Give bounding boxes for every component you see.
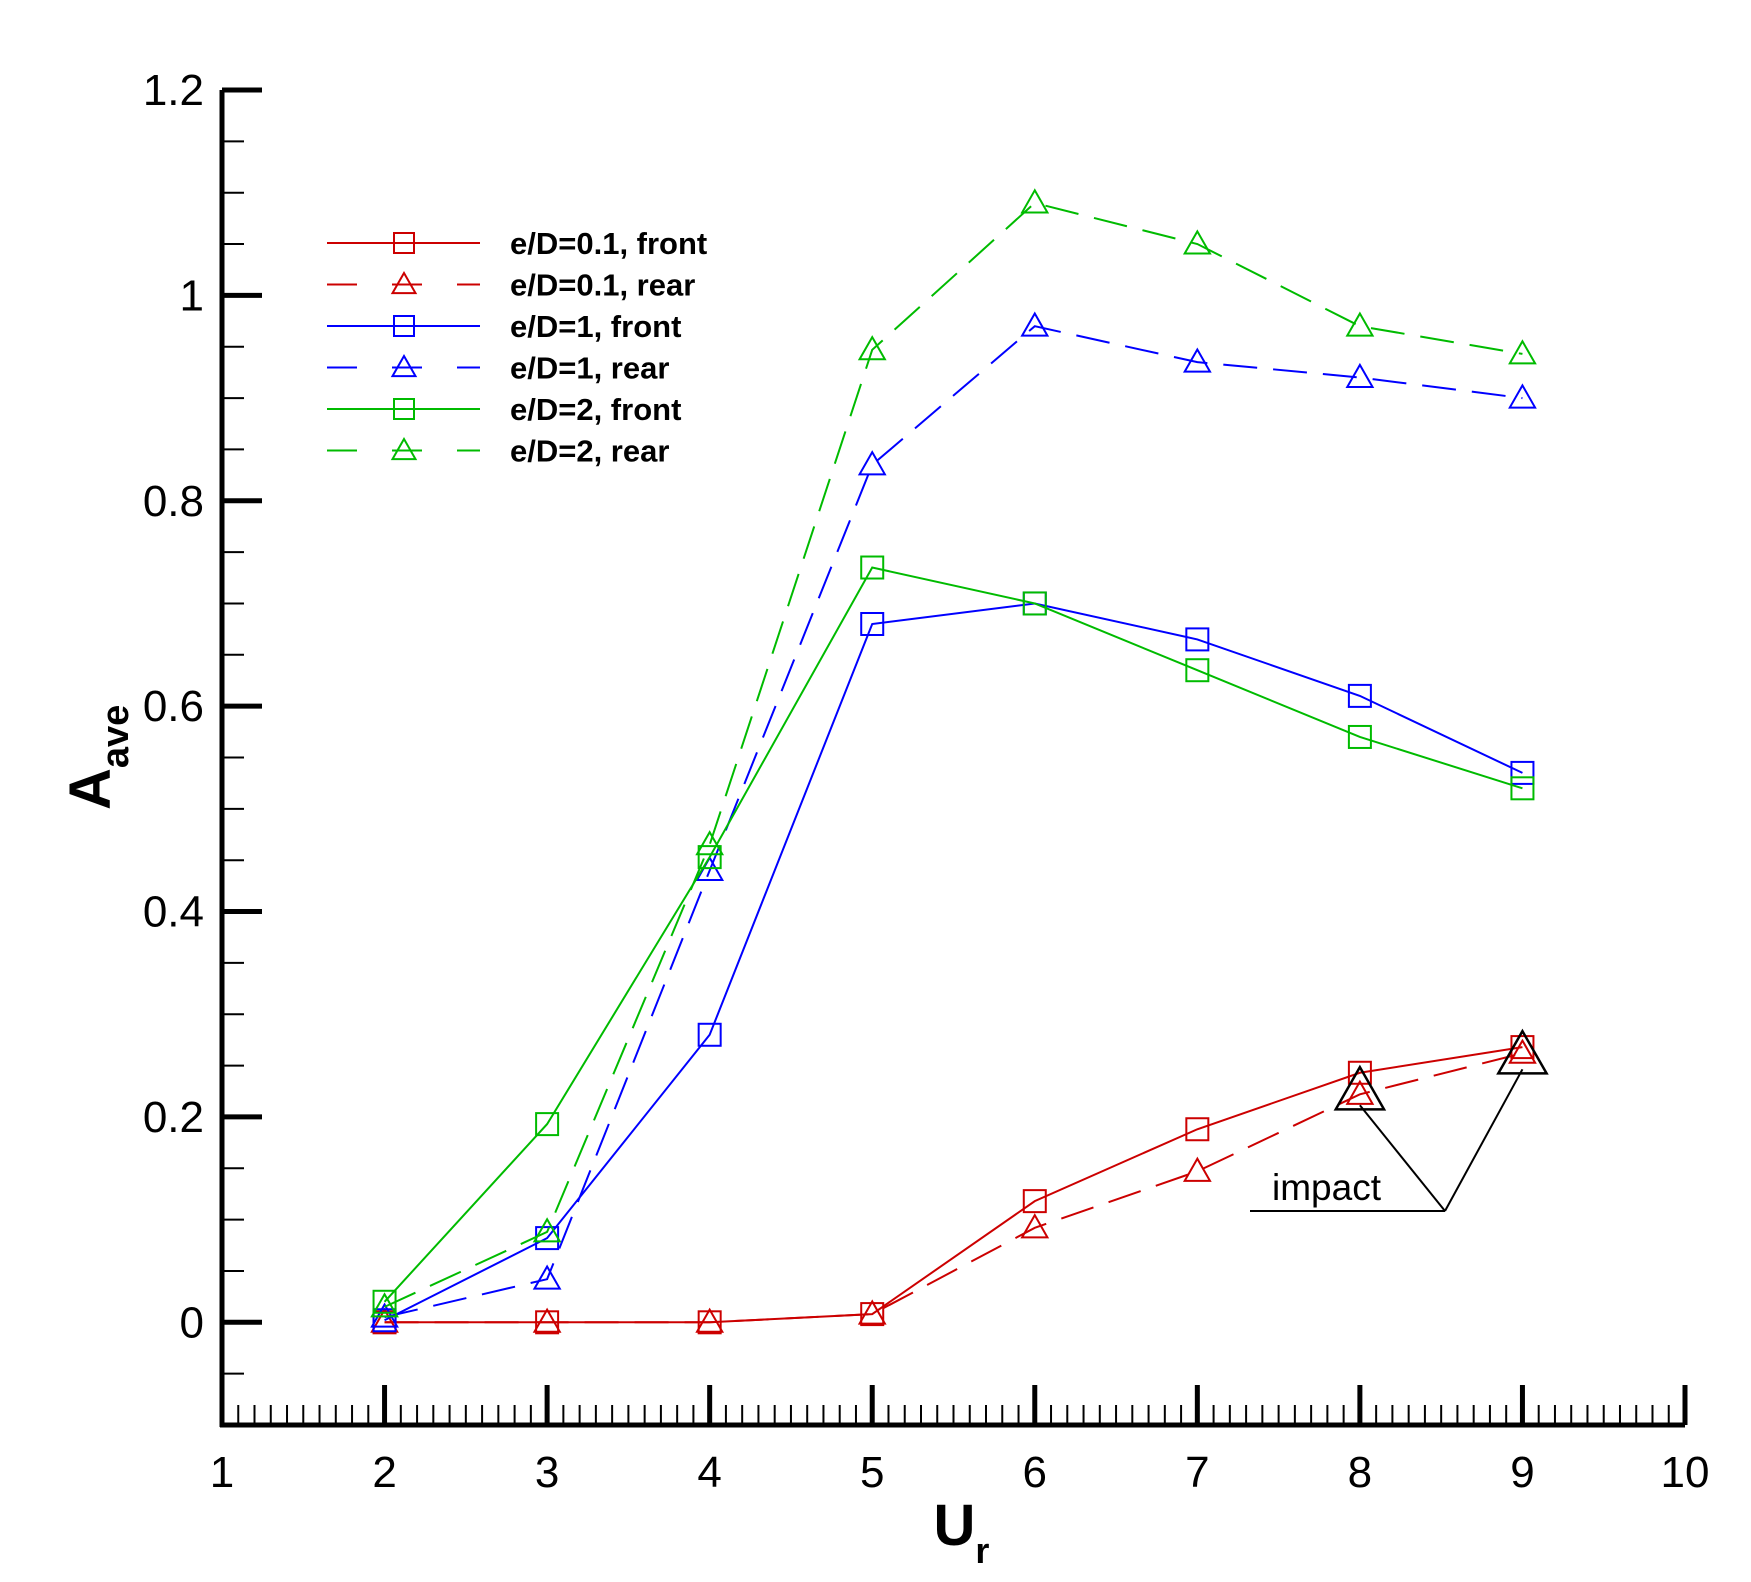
x-tick-label: 5 [860, 1448, 884, 1497]
data-point [1020, 188, 1050, 214]
data-point [1508, 339, 1537, 365]
data-point [1185, 1117, 1210, 1142]
y-tick-label: 0.2 [143, 1093, 204, 1142]
y-tick-label: 1 [180, 271, 204, 320]
y-tick-label: 0.4 [143, 888, 204, 937]
data-point [697, 845, 722, 870]
legend-label: e/D=0.1, rear [510, 268, 695, 303]
series-line [384, 1052, 1523, 1324]
legend-marker [393, 232, 415, 254]
legend-entry: e/D=0.1, rear [327, 268, 695, 303]
x-tick-label: 3 [535, 1448, 559, 1497]
annotation-pointer [1359, 1104, 1446, 1212]
x-tick-label: 9 [1510, 1448, 1534, 1497]
legend-entry: e/D=1, rear [327, 351, 669, 386]
data-point [1345, 1079, 1375, 1105]
data-point [860, 612, 885, 636]
data-point [1182, 229, 1212, 255]
y-axis-title: Aave [58, 705, 137, 810]
series-line [384, 1046, 1523, 1324]
data-point [697, 1022, 722, 1047]
y-tick-label: 1.2 [143, 66, 204, 115]
series-line [384, 602, 1523, 1322]
y-tick-label: 0.6 [143, 682, 204, 731]
data-point [372, 1308, 397, 1333]
data-point [857, 335, 887, 361]
data-point [1185, 658, 1210, 683]
data-point [1020, 311, 1050, 337]
legend-marker [393, 398, 415, 420]
x-tick-label: 8 [1348, 1448, 1372, 1497]
legend-marker [390, 436, 418, 461]
data-point [1022, 591, 1047, 616]
data-point [532, 1217, 562, 1243]
legend-entry: e/D=0.1, front [327, 226, 707, 261]
y-tick-label: 0.8 [143, 477, 204, 526]
legend-label: e/D=0.1, front [510, 226, 707, 261]
x-tick-label: 6 [1023, 1448, 1047, 1497]
series-5 [372, 555, 1535, 1314]
legend: e/D=0.1, front e/D=0.1, rear e/D=1, front e… [327, 226, 707, 469]
x-tick-label: 7 [1185, 1448, 1209, 1497]
data-point [1182, 1156, 1212, 1182]
data-point [1022, 1189, 1047, 1214]
data-point [370, 1292, 399, 1318]
y-tick-label: 0 [180, 1298, 204, 1347]
series-layer [370, 188, 1537, 1335]
x-tick-label: 2 [372, 1448, 396, 1497]
series-6 [370, 188, 1537, 1318]
data-point [857, 450, 887, 476]
annotation-label: impact [1272, 1167, 1382, 1208]
data-point [532, 1307, 562, 1333]
legend-label: e/D=2, rear [510, 434, 669, 469]
data-point [1182, 347, 1212, 373]
data-point [857, 1299, 887, 1325]
data-point [1510, 1035, 1535, 1060]
annotation-highlight [1333, 1064, 1387, 1111]
data-point [695, 830, 725, 856]
annotation-layer: impact [1250, 1028, 1549, 1212]
legend-entry: e/D=1, front [327, 309, 681, 344]
data-point [695, 1307, 725, 1333]
data-point [1510, 760, 1535, 785]
data-point [1020, 1213, 1050, 1239]
x-axis-title: Ur [934, 1493, 990, 1571]
data-point [1345, 311, 1375, 337]
annotation-pointer [1444, 1068, 1524, 1212]
data-point [1508, 1038, 1537, 1064]
data-point [1185, 627, 1210, 652]
data-point [1508, 383, 1537, 409]
legend-label: e/D=2, front [510, 392, 681, 427]
data-point [535, 1112, 560, 1137]
axes: 0 0.2 0.4 0.6 0.8 1 1.2 1 2 3 4 5 6 7 8 9 10 Ur Aave [58, 66, 1709, 1571]
data-point [1347, 1060, 1372, 1085]
series-line [383, 566, 1523, 1303]
legend-marker [390, 353, 418, 378]
legend-entry: e/D=2, rear [327, 434, 669, 469]
legend-entry: e/D=2, front [327, 392, 681, 427]
legend-marker [390, 270, 418, 295]
annotation-highlight [1496, 1028, 1549, 1075]
data-point [532, 1264, 562, 1290]
data-point [1510, 776, 1535, 801]
legend-marker [393, 315, 415, 337]
x-tick-label: 10 [1661, 1448, 1710, 1497]
data-point [1347, 724, 1372, 749]
data-point [860, 555, 885, 580]
series-line [384, 325, 1523, 1319]
x-tick-label: 4 [697, 1448, 721, 1497]
data-point [1347, 683, 1372, 708]
x-tick-label: 1 [210, 1448, 234, 1497]
data-point [1345, 362, 1375, 389]
series-line [384, 201, 1523, 1308]
legend-label: e/D=1, front [510, 309, 681, 344]
legend-label: e/D=1, rear [510, 351, 669, 386]
